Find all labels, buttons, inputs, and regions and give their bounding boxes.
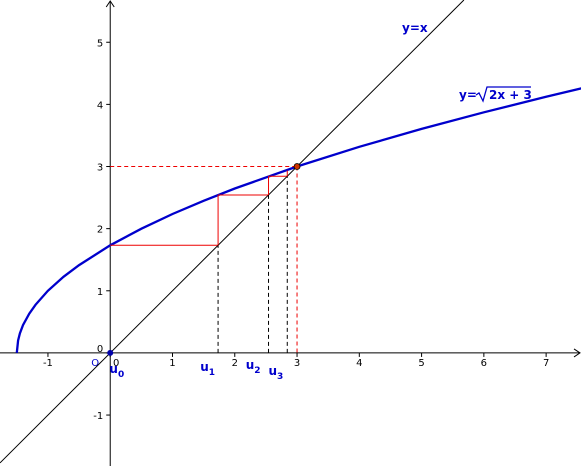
y-axis-arrow [105,0,115,8]
x-tick-label: -1 [43,358,53,369]
x-tick-label: 4 [356,358,362,369]
radical-sign [475,86,531,103]
sequence-name: u [268,364,277,378]
y-tick-label: 1 [97,287,103,298]
x-tick-label: 7 [543,358,549,369]
curve [15,87,581,354]
curve-label-prefix: y= [459,88,477,102]
sequence-label: u2 [246,358,261,376]
y-tick-label: -1 [93,411,103,422]
sequence-name: u [109,362,118,376]
x-tick-label: 1 [169,358,175,369]
sequence-index: 2 [254,366,260,376]
y-tick-label: 5 [97,38,103,49]
curve-label-radicand: 2x + 3 [489,88,532,102]
origin-label: O [91,358,99,369]
sequence-name: u [246,358,255,372]
x-axis-arrow [573,348,581,358]
sequence-index: 1 [209,368,215,378]
sequence-name: u [200,360,209,374]
x-tick-label: 5 [418,358,424,369]
line-label: y=x [402,21,428,35]
y-tick-label: 2 [97,225,103,236]
y-tick-label: 3 [97,163,103,174]
diagonal-line [0,0,465,464]
x-tick-label: 0 [113,358,119,369]
fixed-point [293,163,301,170]
y-tick-label: 0 [97,344,103,355]
start-point [107,349,114,356]
sequence-index: 0 [118,370,124,380]
sequence-label: u0 [109,362,124,380]
x-tick-label: 6 [481,358,487,369]
x-tick-label: 2 [232,358,238,369]
sequence-label: u3 [268,364,283,382]
sequence-index: 3 [277,372,283,382]
sequence-label: u1 [200,360,215,378]
x-tick-label: 3 [294,358,300,369]
y-tick-label: 4 [97,100,103,111]
